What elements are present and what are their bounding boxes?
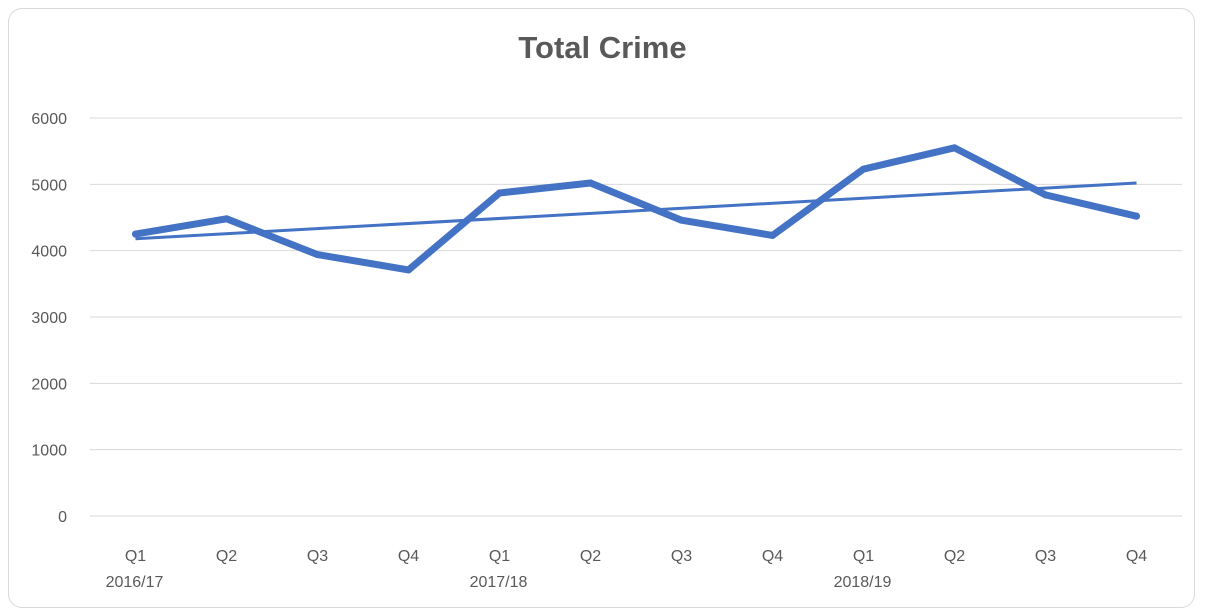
data-point [405, 266, 412, 274]
data-point [587, 179, 594, 187]
x-tick-label: Q3 [307, 548, 328, 565]
year-group-label: 2018/19 [834, 574, 892, 591]
x-tick-label: Q1 [853, 548, 874, 565]
data-point [769, 231, 776, 239]
y-tick-label: 3000 [31, 310, 67, 327]
x-tick-label: Q4 [762, 548, 783, 565]
year-group-label: 2017/18 [470, 574, 528, 591]
x-tick-label: Q4 [398, 548, 419, 565]
y-tick-label: 5000 [31, 177, 67, 194]
data-point [223, 215, 230, 223]
x-tick-label: Q1 [125, 548, 146, 565]
x-tick-label: Q2 [216, 548, 237, 565]
year-group-label: 2016/17 [106, 574, 164, 591]
x-tick-label: Q2 [944, 548, 965, 565]
x-tick-label: Q3 [1035, 548, 1056, 565]
data-point [1042, 191, 1049, 199]
data-point [314, 251, 321, 259]
y-tick-label: 6000 [31, 111, 67, 128]
y-tick-label: 2000 [31, 376, 67, 393]
x-tick-label: Q4 [1126, 548, 1147, 565]
data-point [1133, 212, 1140, 220]
y-tick-label: 0 [58, 509, 67, 526]
y-tick-label: 1000 [31, 443, 67, 460]
series-line [132, 144, 1140, 274]
data-point [860, 165, 867, 173]
trendline [135, 181, 1137, 241]
y-tick-label: 4000 [31, 244, 67, 261]
data-point [496, 189, 503, 197]
data-point [678, 216, 685, 224]
chart-title: Total Crime [518, 30, 687, 65]
x-tick-label: Q3 [671, 548, 692, 565]
data-point [132, 230, 139, 238]
x-tick-label: Q1 [489, 548, 510, 565]
data-point [951, 144, 958, 152]
x-tick-label: Q2 [580, 548, 601, 565]
chart-frame [8, 8, 1195, 608]
